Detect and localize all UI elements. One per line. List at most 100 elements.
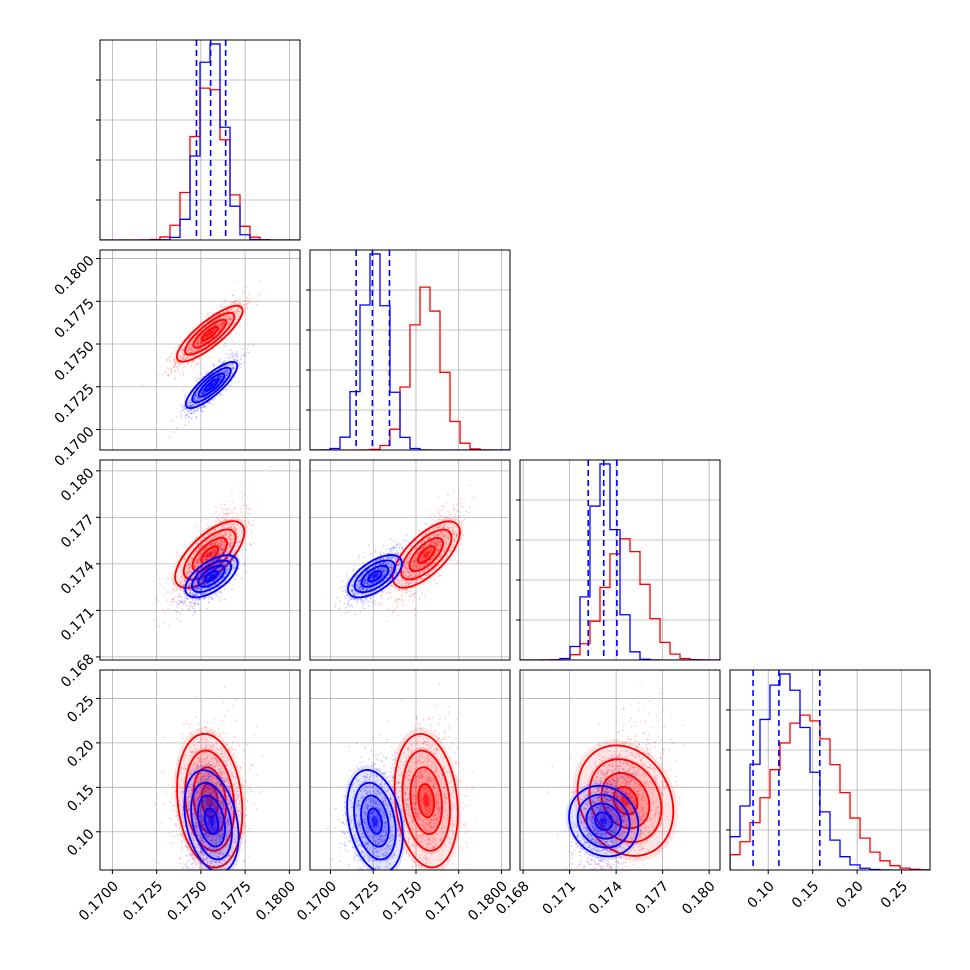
x-tick-label: 0.1725 [337,878,383,924]
x-tick-label: 0.1775 [209,878,255,924]
contour-line [347,554,403,599]
hist-series-0 [730,714,930,870]
contour-line [400,528,453,581]
panel-frame [309,669,511,871]
contour-line [175,304,244,363]
panel-frame [309,459,511,661]
panel-frame [99,249,301,451]
contour-line [576,744,675,857]
contour-line [204,570,219,583]
panel-frame [519,459,721,661]
density-fill [206,551,214,558]
contour-line [184,749,236,852]
scatter-panel-3-0 [99,669,301,871]
hist-series-0 [310,286,510,450]
contour-line [401,749,451,852]
panel-frame [99,39,301,241]
contour-line [360,794,390,848]
x-tick-label: 0.1725 [120,878,166,924]
hist-series-1 [100,43,300,240]
contour-line [393,733,459,869]
contour-line [184,554,239,599]
density-fill [208,382,215,388]
y-tick-label: 0.1775 [52,296,98,342]
hist-series-1 [730,673,930,870]
x-tick-label: 0.1750 [380,878,426,924]
x-tick-label: 0.171 [540,878,580,918]
contour-line [190,781,233,861]
contour-line [568,784,640,858]
density-fill [208,816,215,827]
hist-series-1 [520,463,720,660]
x-tick-label: 0.25 [878,878,911,911]
contour-line [353,781,397,861]
x-tick-label: 0.1700 [76,878,122,924]
panel-frame [309,249,511,451]
contour-line [585,802,622,840]
hist-panel-3 [726,669,931,871]
contour-line [612,785,639,816]
contour-line [417,783,436,819]
scatter-panel-3-1 [309,669,511,871]
contour-line [183,769,240,870]
hist-panel-2 [516,459,721,661]
panel-frame [519,669,721,871]
y-tick-label: 0.180 [58,465,98,505]
hist-panel-1 [306,249,511,451]
contour-line [197,794,226,848]
hist-panel-0 [96,39,301,241]
contour-line [594,811,614,831]
x-tick-label: 0.15 [789,878,822,911]
y-tick-label: 0.1700 [52,424,98,470]
x-tick-label: 0.174 [586,878,626,918]
y-tick-label: 0.1800 [52,253,98,299]
y-tick-label: 0.25 [64,693,97,726]
scatter-panel-2-1 [309,459,511,661]
contour-line [200,325,219,342]
contour-line [184,311,236,356]
x-tick-label: 0.1800 [253,878,299,924]
density-fill [600,817,608,825]
contour-line [360,564,390,588]
x-tick-label: 0.1700 [294,878,340,924]
contour-line [408,537,444,573]
x-tick-label: 0.180 [679,878,719,918]
scatter-panel-1-0 [99,249,301,451]
contour-line [191,366,232,404]
y-tick-label: 0.177 [58,512,98,552]
panel-frame [729,669,931,871]
density-fill [206,330,214,337]
contour-line [576,793,631,849]
x-tick-label: 0.10 [744,878,777,911]
panel-frame [99,669,301,871]
y-tick-label: 0.1750 [52,338,98,384]
contour-line [176,732,244,869]
scatter-panel-3-2 [519,669,721,871]
contour-line [391,520,461,589]
contour-line [367,807,383,835]
contour-line [367,570,383,583]
y-tick-label: 0.174 [58,558,98,598]
y-tick-label: 0.10 [64,826,97,859]
contour-line [203,807,220,835]
contour-line [346,769,404,870]
contour-line [197,564,226,588]
scatter-points-1 [556,717,649,870]
panel-frame [99,459,301,661]
density-fill [208,574,215,579]
contour-line [184,361,239,410]
contour-line [416,545,436,564]
x-tick-label: 0.1750 [165,878,211,924]
contour-line [197,372,226,398]
y-tick-label: 0.171 [58,605,98,645]
contour-line [204,378,219,392]
y-tick-label: 0.20 [64,737,97,770]
contour-line [353,559,397,594]
density-fill [372,815,378,827]
y-tick-label: 0.168 [58,651,98,691]
density-fill [372,574,378,579]
contour-line [174,520,246,589]
x-tick-label: 0.20 [833,878,866,911]
y-tick-label: 0.1725 [52,381,98,427]
